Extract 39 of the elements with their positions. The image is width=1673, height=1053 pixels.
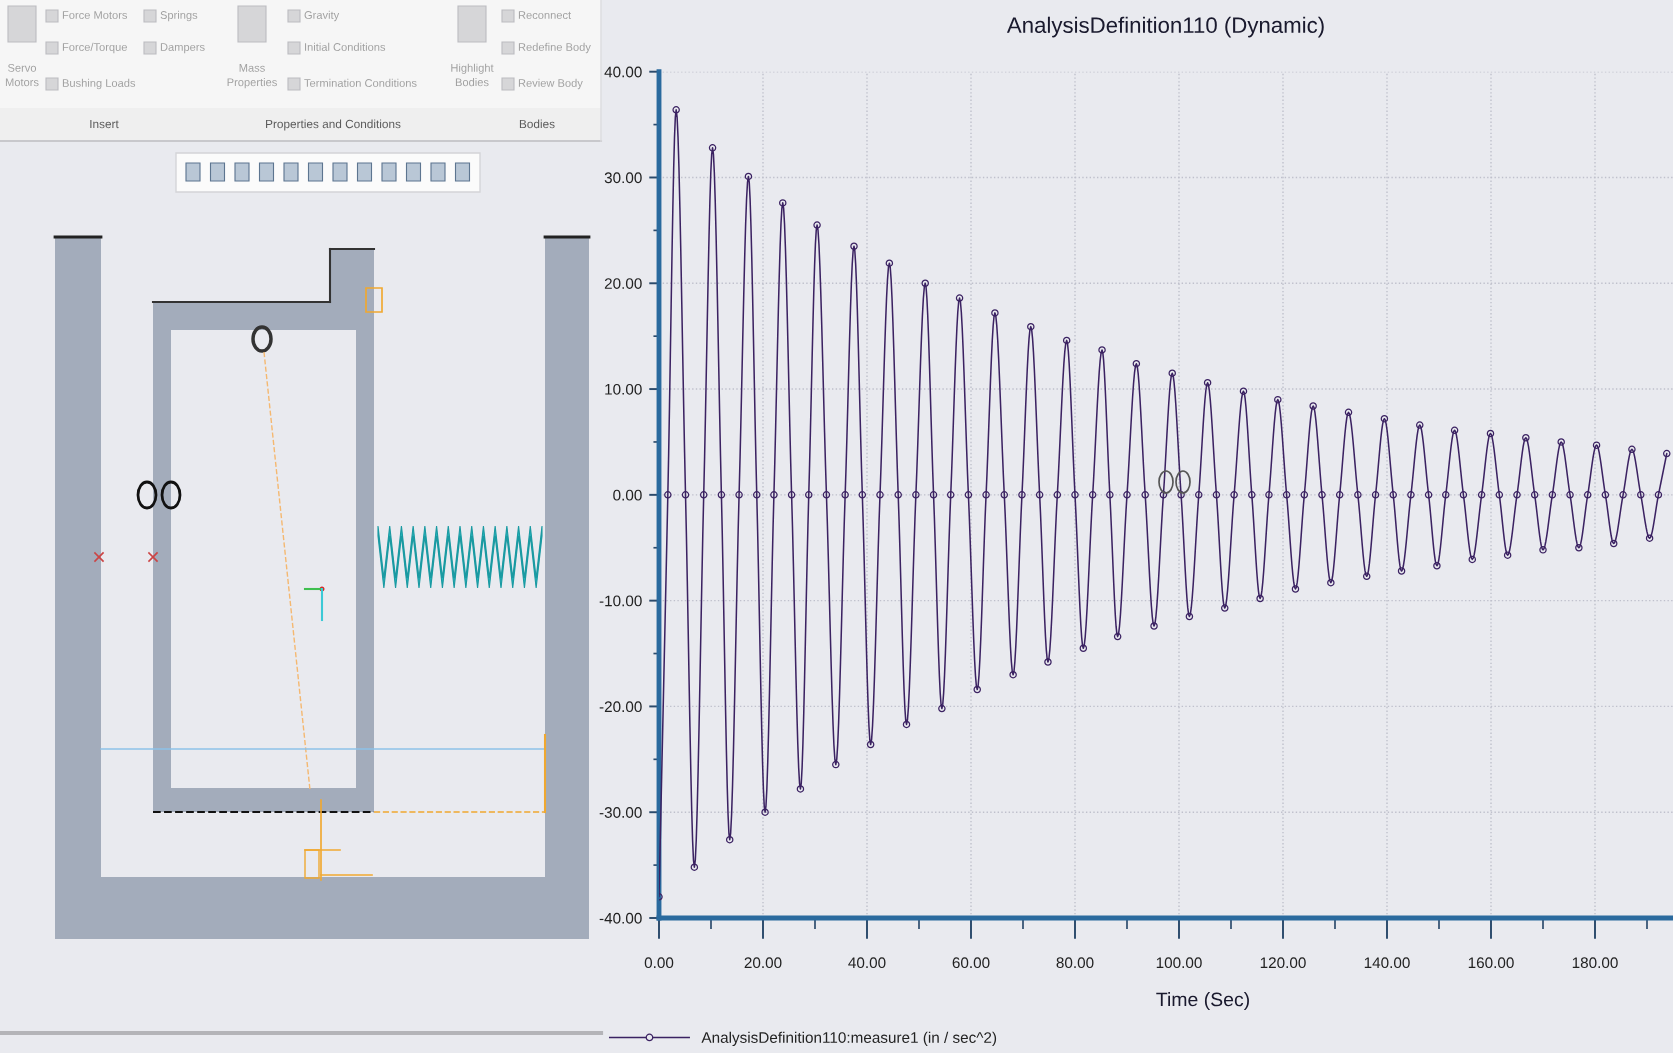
- y-tick-label: -40.00: [599, 912, 642, 924]
- text: Highlight Bodies: [451, 63, 494, 87]
- chart-title: AnalysisDefinition110 (Dynamic): [1006, 16, 1324, 38]
- y-tick-label: 20.00: [604, 278, 642, 289]
- text: Dampers: [160, 43, 205, 54]
- text: Properties and Conditions: [266, 119, 401, 131]
- text: Bushing Loads: [62, 78, 136, 90]
- text: Bodies: [519, 119, 555, 129]
- text: Initial Conditions: [305, 42, 386, 51]
- text: Reconnect: [518, 11, 572, 19]
- x-tick-label: 140.00: [1364, 957, 1410, 969]
- text: AnalysisDefinition110:measure1 (in / sec^2): [701, 1031, 997, 1046]
- x-tick-label: 80.00: [1056, 957, 1094, 969]
- text: Mass Properties: [227, 64, 277, 89]
- text: Springs: [160, 10, 198, 22]
- y-tick-label: 30.00: [604, 172, 642, 184]
- x-tick-label: 40.00: [848, 957, 886, 969]
- x-axis-title: Time (Sec): [1156, 992, 1249, 1011]
- y-tick-label: -30.00: [599, 807, 642, 818]
- text: Force/Torque: [62, 42, 127, 54]
- text: Force Motors: [62, 11, 128, 19]
- x-tick-label: 0.00: [644, 957, 674, 969]
- x-tick-label: 120.00: [1260, 957, 1306, 969]
- text: Servo Motors: [5, 63, 39, 87]
- text: Review Body: [518, 78, 583, 90]
- y-tick-label: 40.00: [604, 66, 642, 78]
- text: Gravity: [304, 10, 340, 22]
- x-tick-label: 60.00: [952, 957, 990, 969]
- y-tick-label: -20.00: [599, 701, 642, 713]
- y-tick-label: 0.00: [613, 489, 642, 501]
- y-tick-label: 10.00: [605, 383, 642, 395]
- text: Termination Conditions: [304, 78, 417, 87]
- text: Insert: [90, 119, 119, 129]
- y-tick-label: -10.00: [599, 595, 642, 607]
- x-tick-label: 180.00: [1572, 957, 1618, 969]
- x-tick-label: 20.00: [744, 957, 782, 969]
- x-tick-label: 100.00: [1156, 957, 1202, 969]
- text: Redefine Body: [518, 42, 591, 54]
- x-tick-label: 160.00: [1468, 957, 1514, 969]
